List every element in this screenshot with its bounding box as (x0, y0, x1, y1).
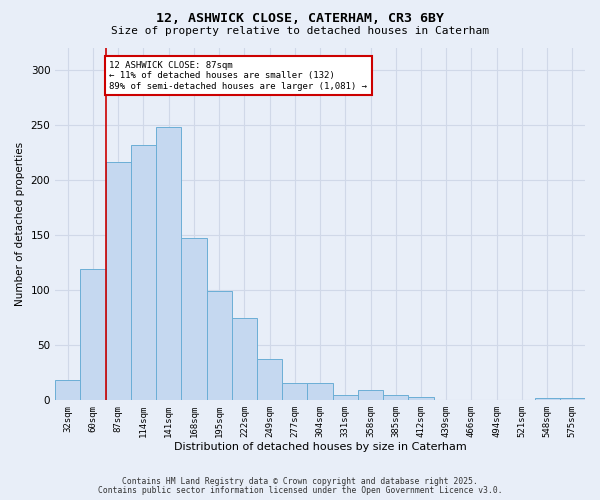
Bar (307, 384, 332, 400)
Bar (358, 390, 383, 400)
Bar (80, 269, 106, 400)
Text: 12 ASHWICK CLOSE: 87sqm
← 11% of detached houses are smaller (132)
89% of semi-d: 12 ASHWICK CLOSE: 87sqm ← 11% of detache… (109, 60, 367, 90)
Bar (206, 291, 232, 400)
Bar (332, 396, 358, 400)
Bar (232, 318, 257, 400)
Bar (131, 146, 156, 400)
Bar (257, 359, 282, 400)
Text: 12, ASHWICK CLOSE, CATERHAM, CR3 6BY: 12, ASHWICK CLOSE, CATERHAM, CR3 6BY (156, 12, 444, 26)
Bar (409, 396, 434, 400)
Text: Size of property relative to detached houses in Caterham: Size of property relative to detached ho… (111, 26, 489, 36)
Text: Contains public sector information licensed under the Open Government Licence v3: Contains public sector information licen… (98, 486, 502, 495)
Text: Contains HM Land Registry data © Crown copyright and database right 2025.: Contains HM Land Registry data © Crown c… (122, 477, 478, 486)
Bar (156, 127, 181, 400)
Bar (55, 380, 80, 400)
X-axis label: Distribution of detached houses by size in Caterham: Distribution of detached houses by size … (174, 442, 466, 452)
Bar (181, 238, 206, 400)
Bar (383, 396, 409, 400)
Bar (106, 162, 131, 400)
Y-axis label: Number of detached properties: Number of detached properties (15, 142, 25, 306)
Bar (535, 398, 560, 400)
Bar (282, 384, 307, 400)
Bar (560, 398, 585, 400)
